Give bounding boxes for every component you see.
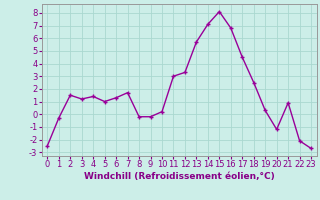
X-axis label: Windchill (Refroidissement éolien,°C): Windchill (Refroidissement éolien,°C) — [84, 172, 275, 181]
